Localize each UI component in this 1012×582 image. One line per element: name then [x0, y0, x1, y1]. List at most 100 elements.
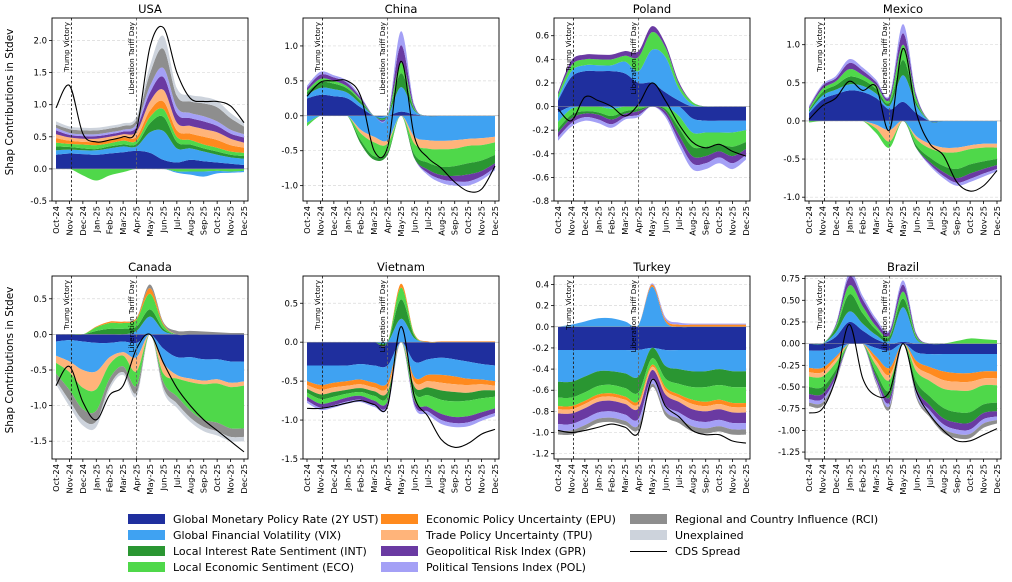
x-tick-label: Mar-25	[620, 464, 630, 493]
y-tick-label: -0.2	[532, 344, 549, 354]
y-tick-label: 0.5	[33, 133, 47, 143]
legend-item-int: Local Interest Rate Sentiment (INT)	[128, 543, 379, 559]
area-neg-rci	[558, 383, 746, 436]
x-tick-label: Apr-25	[383, 464, 393, 491]
plot-area	[554, 26, 750, 172]
cds-spread-line	[808, 47, 998, 192]
y-tick-label: 0.50	[781, 296, 800, 306]
x-tick-label: Feb-25	[858, 464, 868, 492]
legend-line-swatch	[630, 550, 667, 552]
x-tick-label: Aug-25	[185, 206, 195, 236]
x-tick-label: Feb-25	[356, 206, 366, 234]
x-tick-label: Dec-25	[741, 464, 751, 494]
x-tick-label: Jun-25	[409, 464, 419, 492]
x-tick-label: Dec-24	[78, 206, 88, 236]
x-tick-label: Apr-25	[634, 464, 644, 491]
area-neg-2y-ust	[56, 334, 244, 362]
y-tick-label: -1.0	[281, 182, 298, 192]
area-neg-2y-ust	[307, 342, 495, 368]
x-tick-label: Oct-24	[804, 464, 814, 492]
cds-spread-line	[55, 25, 245, 143]
x-tick-label: Oct-24	[553, 464, 563, 492]
x-tick-label: Dec-25	[490, 206, 500, 236]
x-tick-label: Jan-25	[91, 206, 101, 233]
legend-swatch	[128, 562, 165, 572]
plot-area	[805, 276, 1001, 443]
y-tick-label: -0.50	[778, 383, 800, 393]
y-tick-label: -0.8	[532, 407, 549, 417]
x-tick-label: Apr-25	[132, 206, 142, 233]
panel-brazil: Trump Victory Liberation Tariff Day Brazil…	[778, 260, 1002, 495]
cds-spread-line	[808, 324, 998, 443]
x-tick-label: Jul-25	[423, 206, 433, 231]
x-tick-label: Sep-25	[952, 464, 962, 493]
event-label: Liberation Tariff Day	[127, 279, 136, 352]
y-tick-label: -0.5	[30, 197, 47, 207]
legend-swatch	[128, 514, 165, 524]
area-pos-gpr	[307, 45, 495, 122]
legend-swatch	[630, 514, 667, 524]
x-tick-label: Dec-24	[329, 464, 339, 494]
area-pos-epu	[56, 100, 244, 153]
x-tick-label: Nov-25	[728, 206, 738, 236]
x-tick-label: Jun-25	[911, 464, 921, 492]
x-tick-label: Nov-25	[728, 464, 738, 494]
area-neg-int	[558, 347, 746, 399]
event-label: Liberation Tariff Day	[880, 21, 889, 94]
area-pos-int	[307, 73, 495, 120]
y-tick-label: -1.00	[778, 426, 800, 436]
y-tick-label: -0.4	[532, 150, 549, 160]
area-neg-int	[307, 342, 495, 402]
x-tick-label: Aug-25	[436, 464, 446, 494]
x-tick-label: Jun-25	[911, 206, 921, 234]
x-tick-label: Dec-25	[239, 206, 249, 236]
x-tick-label: Feb-25	[105, 464, 115, 492]
x-tick-label: Nov-25	[979, 464, 989, 494]
area-pos-eco	[558, 31, 746, 107]
y-tick-label: -1.0	[281, 416, 298, 426]
x-tick-label: Oct-25	[714, 464, 724, 492]
y-tick-label: 0.0	[284, 112, 298, 122]
x-tick-label: Oct-25	[212, 206, 222, 234]
x-tick-label: Sep-25	[450, 464, 460, 493]
x-tick-label: Oct-25	[714, 206, 724, 234]
x-tick-label: Nov-24	[566, 206, 576, 236]
x-tick-label: Nov-24	[315, 206, 325, 236]
event-label: Trump Victory	[313, 21, 322, 73]
x-tick-label: Mar-25	[871, 206, 881, 235]
x-tick-label: Sep-25	[952, 206, 962, 235]
area-pos-vix	[809, 75, 997, 123]
event-label: Trump Victory	[564, 279, 573, 331]
panel-title: Brazil	[887, 260, 919, 274]
y-tick-label: -1.0	[30, 402, 47, 412]
x-tick-label: Aug-25	[938, 206, 948, 236]
area-neg-gpr	[307, 342, 495, 424]
x-tick-label: Apr-25	[885, 206, 895, 233]
x-tick-label: Dec-25	[741, 206, 751, 236]
area-pos-eco	[809, 285, 997, 345]
area-neg-int	[558, 106, 746, 158]
y-tick-label: 0.0	[284, 338, 298, 348]
cds-spread-line	[306, 326, 496, 448]
event-label: Trump Victory	[62, 279, 71, 331]
y-tick-label: 0.25	[781, 318, 800, 328]
x-tick-label: Mar-25	[369, 206, 379, 235]
x-tick-label: Mar-25	[118, 206, 128, 235]
cds-spread-line	[557, 82, 747, 157]
x-tick-label: Oct-24	[51, 464, 61, 492]
area-neg-tpu	[809, 341, 997, 391]
panel-poland: Trump Victory Liberation Tariff Day Poland…	[532, 2, 751, 237]
panel-title: USA	[138, 2, 162, 16]
x-tick-label: Oct-24	[302, 206, 312, 234]
area-neg-pol	[809, 339, 997, 435]
x-tick-label: Oct-24	[302, 464, 312, 492]
panel-canada: Trump Victory Liberation Tariff Day Canada…	[30, 260, 249, 495]
legend-swatch	[381, 530, 418, 540]
y-tick-label: 0.4	[535, 55, 549, 65]
area-neg-eco	[56, 334, 244, 429]
y-tick-label: 0.75	[781, 275, 800, 285]
y-tick-label: -0.6	[532, 386, 549, 396]
panel-title: China	[385, 2, 418, 16]
panel-title: Canada	[128, 260, 172, 274]
